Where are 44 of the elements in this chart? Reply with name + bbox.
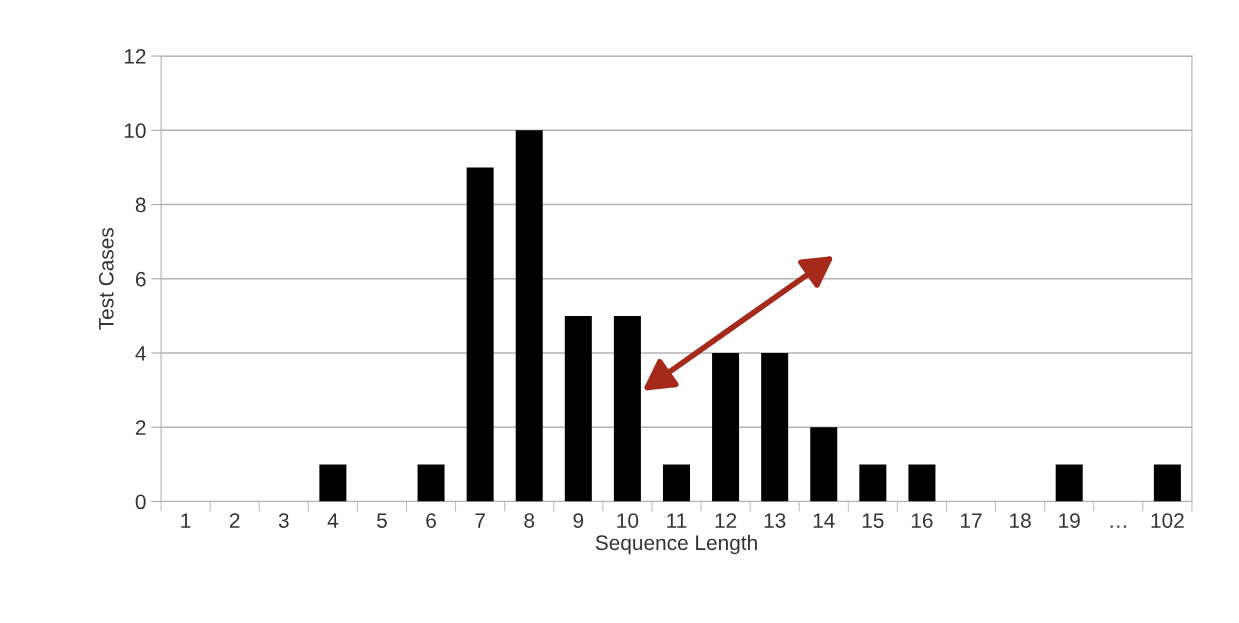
x-tick-label: 14 — [813, 513, 835, 528]
bar — [319, 464, 347, 502]
x-tick-label: 8 — [524, 513, 535, 528]
x-tick-label: 7 — [475, 513, 485, 528]
x-tick-label: 16 — [911, 513, 933, 528]
bar — [908, 464, 936, 502]
x-tick-label: 19 — [1059, 513, 1080, 528]
bar — [564, 315, 592, 502]
bar — [466, 167, 494, 502]
bar — [613, 315, 641, 502]
y-tick-label: 8 — [135, 197, 146, 213]
y-tick-label: 0 — [135, 494, 146, 510]
x-tick-label: 3 — [278, 513, 289, 528]
x-tick-label: 1 — [181, 513, 191, 528]
x-tick-label: 2 — [229, 513, 240, 528]
y-tick-label: 4 — [135, 346, 146, 361]
y-axis-title: Test Cases — [98, 228, 114, 330]
bar — [859, 464, 887, 502]
x-tick-label: 4 — [327, 513, 339, 528]
x-tick-label: 17 — [961, 513, 982, 528]
y-tick-label: 6 — [135, 271, 146, 287]
y-tick-label: 2 — [135, 420, 146, 435]
x-tick-label: 102 — [1151, 513, 1184, 528]
x-tick-label: 13 — [764, 513, 786, 528]
x-tick-label: 12 — [715, 513, 737, 528]
x-tick-label: 9 — [573, 513, 584, 528]
y-tick-label: 10 — [124, 123, 146, 139]
bar — [1055, 464, 1083, 502]
bar — [712, 353, 740, 502]
bar — [761, 353, 789, 502]
bar — [662, 464, 690, 502]
x-tick-label: 10 — [617, 513, 639, 528]
bar — [417, 464, 445, 502]
y-tick-label: 12 — [124, 49, 146, 64]
x-tick-label: … — [1110, 525, 1126, 528]
bar — [810, 427, 838, 502]
bar — [1153, 464, 1181, 502]
bar — [515, 130, 543, 502]
x-tick-label: 18 — [1010, 513, 1031, 528]
x-tick-label: 6 — [426, 513, 436, 528]
x-tick-label: 15 — [862, 513, 884, 528]
x-tick-label: 5 — [377, 513, 387, 528]
x-tick-label: 11 — [667, 513, 687, 528]
x-axis-title: Sequence Length — [595, 534, 757, 555]
